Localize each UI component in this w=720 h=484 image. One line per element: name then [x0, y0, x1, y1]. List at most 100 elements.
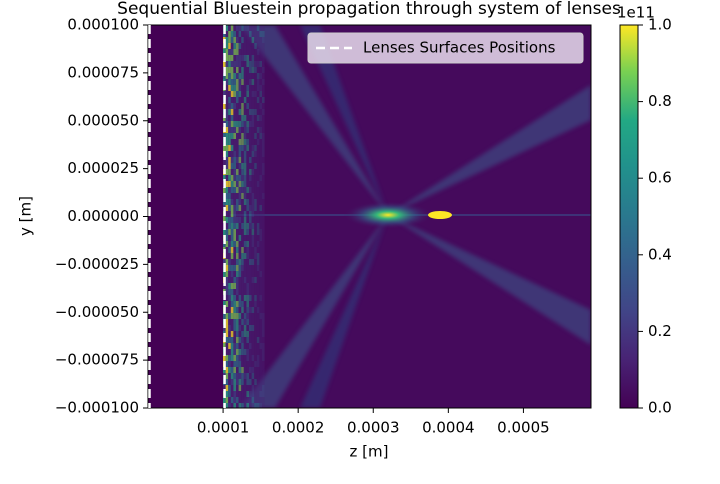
field-texture — [230, 205, 234, 211]
field-texture — [236, 313, 239, 319]
field-texture — [246, 169, 249, 175]
x-tick-label: 0.0003 — [347, 419, 400, 437]
field-texture — [228, 133, 231, 139]
field-texture — [256, 109, 260, 115]
field-texture — [228, 211, 231, 217]
field-texture — [262, 133, 265, 139]
field-texture — [259, 367, 262, 373]
field-texture — [243, 133, 247, 139]
field-texture — [236, 307, 239, 313]
field-texture — [249, 157, 252, 163]
field-texture — [249, 391, 252, 397]
field-texture — [241, 211, 244, 217]
field-texture — [238, 55, 242, 61]
field-texture — [236, 145, 239, 151]
field-texture — [256, 175, 260, 181]
field-texture — [259, 331, 262, 337]
field-texture — [230, 97, 234, 103]
field-texture — [241, 67, 244, 73]
field-texture — [254, 31, 257, 37]
field-texture — [225, 295, 229, 301]
field-texture — [241, 127, 244, 133]
field-texture — [233, 205, 236, 211]
field-texture — [262, 211, 265, 217]
field-texture — [256, 373, 260, 379]
field-texture — [259, 61, 262, 67]
field-texture — [233, 217, 236, 223]
field-texture — [243, 283, 247, 289]
field-texture — [241, 247, 244, 253]
field-texture — [230, 247, 234, 253]
field-texture — [251, 295, 255, 301]
field-texture — [251, 391, 255, 397]
field-texture — [251, 355, 255, 361]
field-texture — [225, 349, 229, 355]
field-texture — [238, 163, 242, 169]
field-texture — [238, 397, 242, 403]
field-texture — [228, 295, 231, 301]
field-texture — [251, 85, 255, 91]
field-texture — [228, 163, 231, 169]
field-texture — [249, 151, 252, 157]
field-texture — [249, 265, 252, 271]
field-texture — [236, 241, 239, 247]
field-texture — [243, 313, 247, 319]
field-texture — [233, 211, 236, 217]
field-texture — [238, 25, 242, 31]
field-texture — [228, 127, 231, 133]
field-texture — [262, 157, 265, 163]
field-texture — [238, 157, 242, 163]
field-texture — [238, 97, 242, 103]
field-texture — [238, 373, 242, 379]
field-texture — [246, 79, 249, 85]
field-texture — [236, 235, 239, 241]
field-texture — [256, 211, 260, 217]
colorbar-tick-label: 0.4 — [648, 245, 672, 263]
field-texture — [236, 379, 239, 385]
field-texture — [230, 103, 234, 109]
field-texture — [225, 289, 229, 295]
field-texture — [249, 187, 252, 193]
colorbar-tick-label: 0.0 — [648, 399, 672, 417]
field-texture — [228, 37, 231, 43]
field-texture — [259, 103, 262, 109]
field-texture — [230, 91, 234, 97]
field-texture — [259, 277, 262, 283]
field-texture — [254, 319, 257, 325]
field-texture — [254, 385, 257, 391]
field-texture — [236, 403, 239, 408]
field-texture — [230, 289, 234, 295]
field-texture — [225, 187, 229, 193]
field-texture — [223, 313, 226, 319]
field-texture — [238, 67, 242, 73]
field-texture — [241, 229, 244, 235]
field-texture — [230, 295, 234, 301]
field-texture — [251, 241, 255, 247]
field-texture — [249, 259, 252, 265]
x-axis-label: z [m] — [350, 443, 389, 461]
field-texture — [243, 397, 247, 403]
field-texture — [256, 277, 260, 283]
field-texture — [259, 205, 262, 211]
field-texture — [241, 175, 244, 181]
field-texture — [246, 283, 249, 289]
field-texture — [241, 241, 244, 247]
field-texture — [262, 325, 265, 331]
field-texture — [233, 187, 236, 193]
field-texture — [233, 361, 236, 367]
field-texture — [230, 85, 234, 91]
field-texture — [230, 379, 234, 385]
field-texture — [233, 151, 236, 157]
field-texture — [233, 391, 236, 397]
field-texture — [236, 265, 239, 271]
field-texture — [259, 373, 262, 379]
field-texture — [241, 367, 244, 373]
field-texture — [243, 355, 247, 361]
field-texture — [259, 25, 262, 31]
field-texture — [259, 343, 262, 349]
field-texture — [243, 79, 247, 85]
field-texture — [249, 271, 252, 277]
field-texture — [256, 187, 260, 193]
field-texture — [228, 235, 231, 241]
field-texture — [225, 367, 229, 373]
